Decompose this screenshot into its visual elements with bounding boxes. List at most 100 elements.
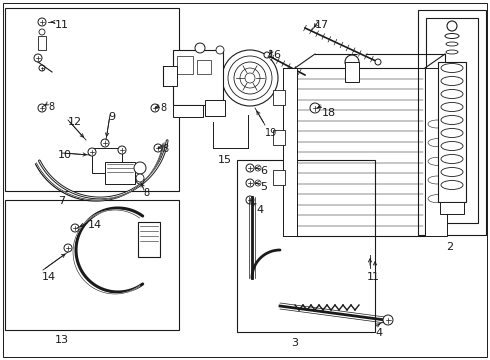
Ellipse shape <box>441 180 463 189</box>
Circle shape <box>134 162 146 174</box>
Text: 10: 10 <box>58 150 72 160</box>
Bar <box>273 130 285 145</box>
Text: 4: 4 <box>375 328 382 338</box>
Bar <box>5 200 179 330</box>
Text: 6: 6 <box>260 166 267 176</box>
Text: 4: 4 <box>256 205 263 215</box>
Circle shape <box>310 103 320 113</box>
Ellipse shape <box>441 116 463 125</box>
Ellipse shape <box>428 139 446 147</box>
Circle shape <box>34 54 42 62</box>
Bar <box>283 76 297 106</box>
Bar <box>197 60 211 74</box>
Text: 19: 19 <box>265 128 277 138</box>
Bar <box>425 68 447 236</box>
Ellipse shape <box>441 77 463 86</box>
Circle shape <box>255 180 261 186</box>
Bar <box>92 148 122 173</box>
Ellipse shape <box>441 141 463 150</box>
Circle shape <box>71 224 79 232</box>
Bar <box>205 100 225 116</box>
Circle shape <box>38 104 46 112</box>
Ellipse shape <box>428 120 446 128</box>
Ellipse shape <box>428 176 446 184</box>
Text: 2: 2 <box>446 242 454 252</box>
Bar <box>173 105 203 117</box>
Text: 3: 3 <box>292 338 298 348</box>
Circle shape <box>264 52 270 58</box>
Circle shape <box>195 43 205 53</box>
Ellipse shape <box>441 129 463 138</box>
Bar <box>5 8 179 191</box>
Bar <box>163 66 177 86</box>
Bar <box>345 62 359 82</box>
Circle shape <box>38 18 46 26</box>
Circle shape <box>375 59 381 65</box>
Bar <box>105 162 135 184</box>
Circle shape <box>246 164 254 172</box>
Ellipse shape <box>445 33 459 39</box>
Text: 8: 8 <box>48 102 54 112</box>
Text: 1: 1 <box>371 272 378 282</box>
Circle shape <box>154 144 162 152</box>
Text: 8: 8 <box>162 144 168 154</box>
Circle shape <box>136 176 144 184</box>
Text: 15: 15 <box>218 155 232 165</box>
Bar <box>138 222 160 257</box>
Circle shape <box>245 73 255 83</box>
Circle shape <box>240 68 260 88</box>
Text: 8: 8 <box>160 103 166 113</box>
Text: 7: 7 <box>58 196 66 206</box>
Bar <box>283 198 297 228</box>
Bar <box>237 160 375 332</box>
Circle shape <box>216 46 224 54</box>
Text: 13: 13 <box>55 335 69 345</box>
Circle shape <box>246 196 254 204</box>
Ellipse shape <box>441 90 463 99</box>
Bar <box>38 36 46 50</box>
Bar <box>438 62 466 202</box>
Circle shape <box>246 179 254 187</box>
Circle shape <box>39 29 45 35</box>
Text: 17: 17 <box>315 20 329 30</box>
Bar <box>440 202 464 214</box>
Ellipse shape <box>446 50 458 54</box>
Bar <box>273 90 285 105</box>
Ellipse shape <box>428 157 446 165</box>
Ellipse shape <box>441 167 463 176</box>
Circle shape <box>136 174 144 182</box>
Circle shape <box>447 21 457 31</box>
Ellipse shape <box>446 42 458 46</box>
Circle shape <box>255 165 261 171</box>
Circle shape <box>383 315 393 325</box>
Circle shape <box>151 104 159 112</box>
Ellipse shape <box>428 195 446 203</box>
Bar <box>173 50 223 105</box>
Text: 9: 9 <box>108 112 115 122</box>
Text: 14: 14 <box>42 272 56 282</box>
Ellipse shape <box>441 103 463 112</box>
Circle shape <box>39 65 45 71</box>
Circle shape <box>101 139 109 147</box>
Text: 18: 18 <box>322 108 336 118</box>
Circle shape <box>88 148 96 156</box>
Bar <box>273 170 285 185</box>
Text: 16: 16 <box>268 50 282 60</box>
Text: 12: 12 <box>68 117 82 127</box>
Circle shape <box>345 55 359 69</box>
Text: 5: 5 <box>260 182 267 192</box>
Bar <box>283 68 297 236</box>
Circle shape <box>234 62 266 94</box>
Circle shape <box>228 56 272 100</box>
Bar <box>418 10 486 235</box>
Ellipse shape <box>441 63 463 72</box>
Bar <box>177 56 193 74</box>
Text: 11: 11 <box>55 20 69 30</box>
Ellipse shape <box>441 154 463 163</box>
Bar <box>426 18 478 223</box>
Text: 8: 8 <box>143 188 149 198</box>
Text: 14: 14 <box>88 220 102 230</box>
Text: 1: 1 <box>367 272 373 282</box>
Circle shape <box>64 244 72 252</box>
Circle shape <box>222 50 278 106</box>
